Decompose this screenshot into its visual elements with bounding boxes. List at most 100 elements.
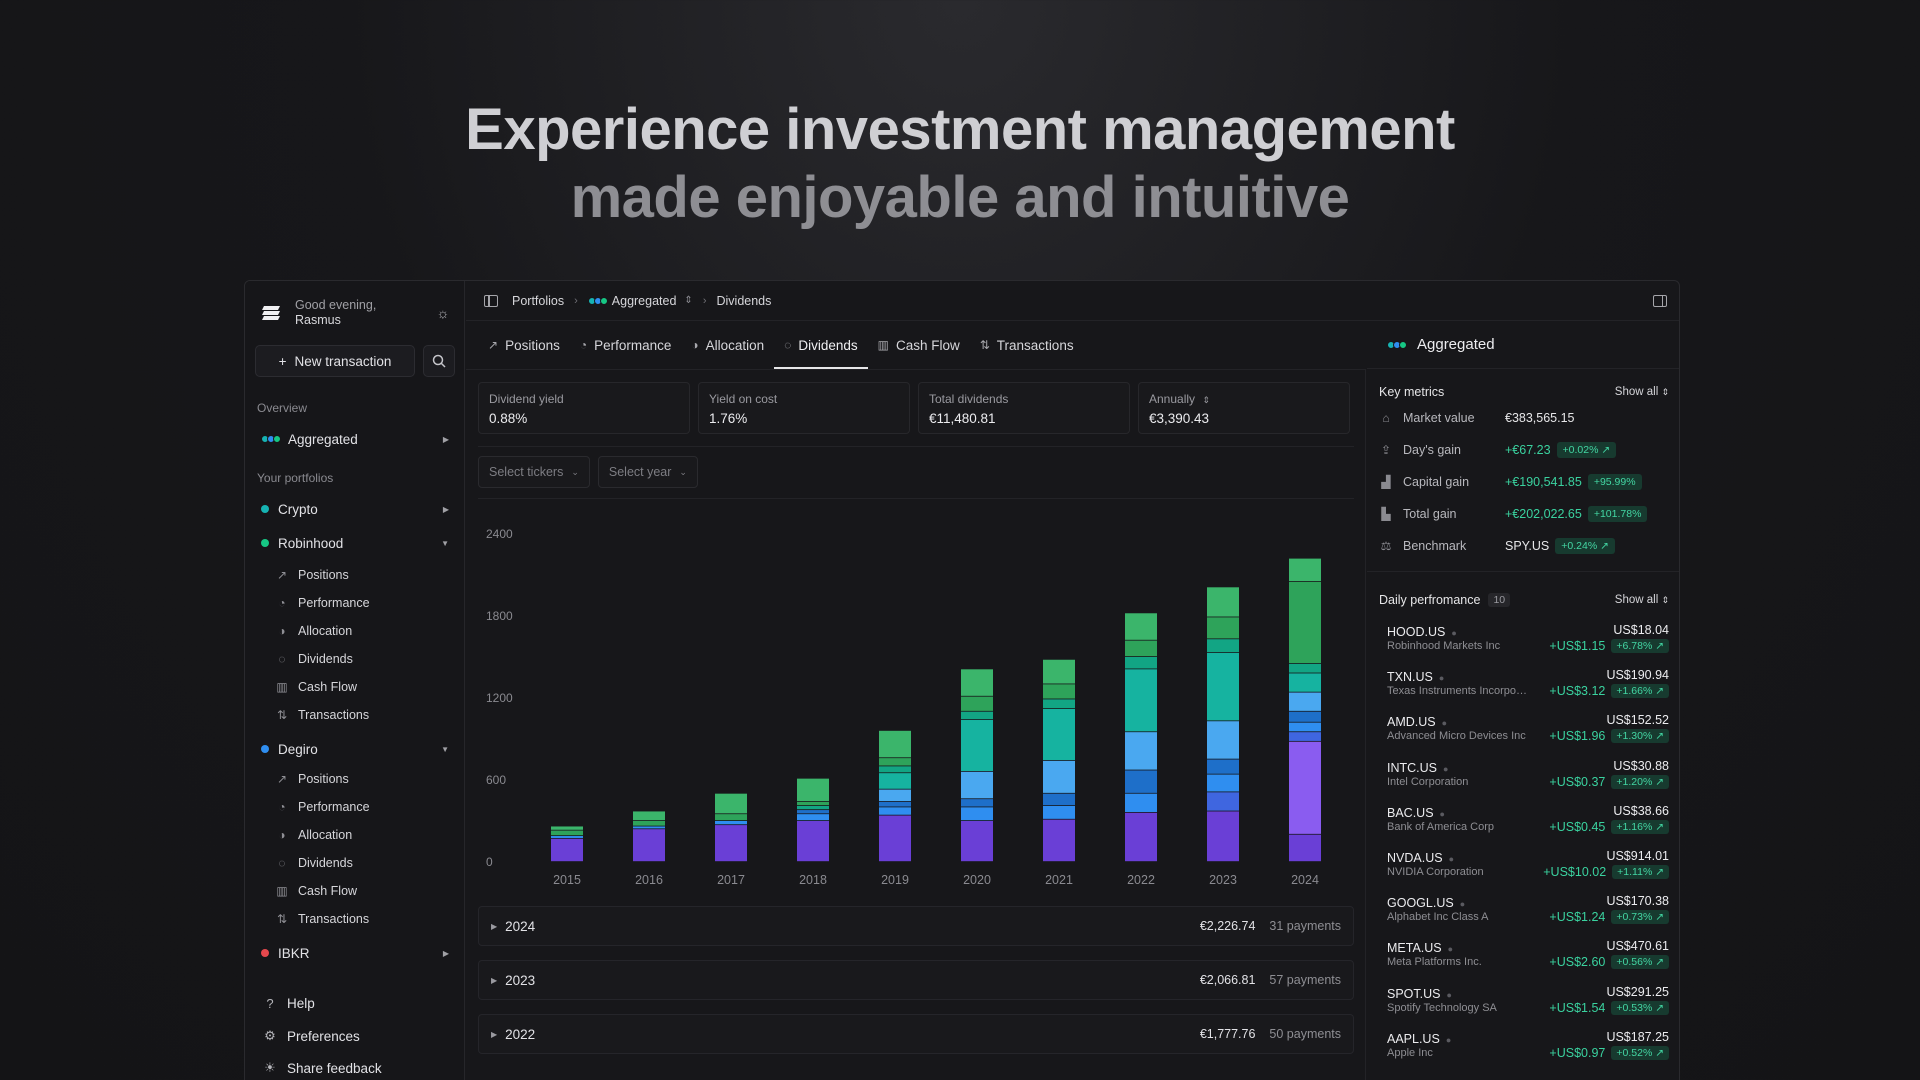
tab-cash-flow[interactable]: ▥ Cash Flow — [868, 323, 970, 369]
select-tickers-dropdown[interactable]: Select tickers ⌄ — [478, 456, 590, 488]
bar-segment[interactable] — [1207, 617, 1239, 639]
bar-segment[interactable] — [1043, 760, 1075, 793]
bar-segment[interactable] — [1207, 721, 1239, 759]
tab-allocation[interactable]: ◑ Allocation — [681, 323, 774, 369]
caret-down-icon[interactable]: ▼ — [441, 744, 449, 754]
bar-segment[interactable] — [1043, 819, 1075, 862]
bar-segment[interactable] — [961, 696, 993, 711]
degiro-dividends[interactable]: ◌ Dividends — [275, 851, 445, 875]
bar-segment[interactable] — [633, 821, 665, 826]
list-item[interactable]: INTC.US ● Intel Corporation US$30.88 +US$0.3… — [1387, 755, 1669, 799]
list-item[interactable]: AMD.US ● Advanced Micro Devices Inc US$152.… — [1387, 709, 1669, 753]
bar-segment[interactable] — [1043, 805, 1075, 819]
list-item[interactable]: BAC.US ● Bank of America Corp US$38.66 +US$0… — [1387, 800, 1669, 844]
bar-segment[interactable] — [879, 773, 911, 789]
list-item[interactable]: META.US ● Meta Platforms Inc. US$470.61 +US$… — [1387, 935, 1669, 979]
degiro-performance[interactable]: ◔ Performance — [275, 795, 445, 819]
bar-segment[interactable] — [715, 814, 747, 821]
sidebar-item-ibkr[interactable]: IBKR ▶ — [253, 939, 457, 967]
bar-segment[interactable] — [1125, 613, 1157, 640]
list-item[interactable]: SPOT.US ● Spotify Technology SA US$291.25 +U… — [1387, 981, 1669, 1025]
bar-segment[interactable] — [1043, 684, 1075, 699]
bar-segment[interactable] — [879, 730, 911, 758]
bar-segment[interactable] — [961, 821, 993, 862]
year-row-2023[interactable]: ▶ 2023 €2,066.81 57 payments — [478, 960, 1354, 1000]
metric-annually[interactable]: Annually ⇕ €3,390.43 — [1138, 382, 1350, 434]
preferences-link[interactable]: ⚙ Preferences — [263, 1028, 360, 1044]
bar-segment[interactable] — [715, 793, 747, 814]
bar-segment[interactable] — [879, 766, 911, 773]
show-all-key-metrics[interactable]: Show all ⇕ — [1615, 386, 1669, 398]
caret-right-icon[interactable]: ▶ — [442, 948, 449, 958]
bar-segment[interactable] — [1125, 657, 1157, 669]
bar-segment[interactable] — [1125, 793, 1157, 812]
robinhood-allocation[interactable]: ◑ Allocation — [275, 619, 445, 643]
bar-segment[interactable] — [879, 801, 911, 807]
robinhood-performance[interactable]: ◔ Performance — [275, 591, 445, 615]
show-all-daily[interactable]: Show all ⇕ — [1615, 594, 1669, 606]
bar-segment[interactable] — [1125, 770, 1157, 793]
bar-segment[interactable] — [1207, 652, 1239, 721]
caret-right-icon[interactable]: ▶ — [442, 434, 449, 444]
bar-segment[interactable] — [797, 814, 829, 821]
bar-segment[interactable] — [715, 825, 747, 862]
bar-segment[interactable] — [1289, 741, 1321, 834]
degiro-cash-flow[interactable]: ▥ Cash Flow — [275, 879, 445, 903]
share-feedback-link[interactable]: ☀ Share feedback — [263, 1060, 381, 1076]
bar-segment[interactable] — [879, 789, 911, 802]
list-item[interactable]: TXN.US ● Texas Instruments Incorporated US$… — [1387, 664, 1669, 708]
robinhood-cash-flow[interactable]: ▥ Cash Flow — [275, 675, 445, 699]
theme-toggle-sun-icon[interactable]: ☼ — [436, 305, 450, 321]
bar-segment[interactable] — [1125, 732, 1157, 770]
breadcrumb-aggregated[interactable]: Aggregated — [611, 293, 677, 308]
bar-segment[interactable] — [1289, 834, 1321, 862]
bar-segment[interactable] — [1289, 692, 1321, 711]
bar-segment[interactable] — [797, 810, 829, 814]
bar-segment[interactable] — [1289, 558, 1321, 582]
bar-segment[interactable] — [633, 829, 665, 862]
robinhood-dividends[interactable]: ◌ Dividends — [275, 647, 445, 671]
bar-segment[interactable] — [551, 838, 583, 862]
bar-segment[interactable] — [1207, 792, 1239, 811]
bar-segment[interactable] — [1289, 673, 1321, 692]
bar-segment[interactable] — [1289, 581, 1321, 664]
toggle-sidebar-icon[interactable] — [484, 294, 498, 307]
bar-segment[interactable] — [879, 807, 911, 815]
tab-dividends[interactable]: ◌ Dividends — [774, 323, 868, 369]
bar-segment[interactable] — [797, 805, 829, 810]
bar-segment[interactable] — [797, 801, 829, 806]
caret-down-icon[interactable]: ▼ — [441, 538, 449, 548]
bar-segment[interactable] — [633, 826, 665, 829]
bar-segment[interactable] — [1125, 669, 1157, 732]
bar-segment[interactable] — [1207, 639, 1239, 653]
list-item[interactable]: AAPL.US ● Apple Inc US$187.25 +US$0.97 +0.52%… — [1387, 1026, 1669, 1070]
bar-segment[interactable] — [633, 811, 665, 821]
robinhood-positions[interactable]: ↗ Positions — [275, 563, 445, 587]
breadcrumb-portfolios[interactable]: Portfolios — [512, 293, 565, 308]
bar-segment[interactable] — [1207, 811, 1239, 862]
bar-segment[interactable] — [1289, 732, 1321, 741]
degiro-positions[interactable]: ↗ Positions — [275, 767, 445, 791]
select-year-dropdown[interactable]: Select year ⌄ — [597, 456, 698, 488]
robinhood-transactions[interactable]: ⇅ Transactions — [275, 703, 445, 727]
bar-segment[interactable] — [961, 711, 993, 720]
bar-segment[interactable] — [797, 821, 829, 862]
bar-segment[interactable] — [1043, 708, 1075, 761]
bar-segment[interactable] — [1207, 759, 1239, 774]
bar-segment[interactable] — [1043, 699, 1075, 709]
degiro-transactions[interactable]: ⇅ Transactions — [275, 907, 445, 931]
sidebar-item-robinhood[interactable]: Robinhood ▼ — [253, 529, 457, 557]
search-button[interactable] — [423, 345, 455, 377]
list-item[interactable]: NVDA.US ● NVIDIA Corporation US$914.01 +US$1… — [1387, 845, 1669, 889]
chevron-updown-icon[interactable]: ⇕ — [1202, 395, 1210, 405]
degiro-allocation[interactable]: ◑ Allocation — [275, 823, 445, 847]
bar-segment[interactable] — [1289, 663, 1321, 673]
year-row-2024[interactable]: ▶ 2024 €2,226.74 31 payments — [478, 906, 1354, 946]
app-logo-icon[interactable] — [257, 299, 285, 327]
bar-segment[interactable] — [961, 669, 993, 696]
tab-positions[interactable]: ↗ Positions — [478, 323, 570, 369]
sidebar-item-crypto[interactable]: Crypto ▶ — [253, 495, 457, 523]
caret-right-icon[interactable]: ▶ — [442, 504, 449, 514]
bar-segment[interactable] — [1289, 711, 1321, 722]
sidebar-item-degiro[interactable]: Degiro ▼ — [253, 735, 457, 763]
